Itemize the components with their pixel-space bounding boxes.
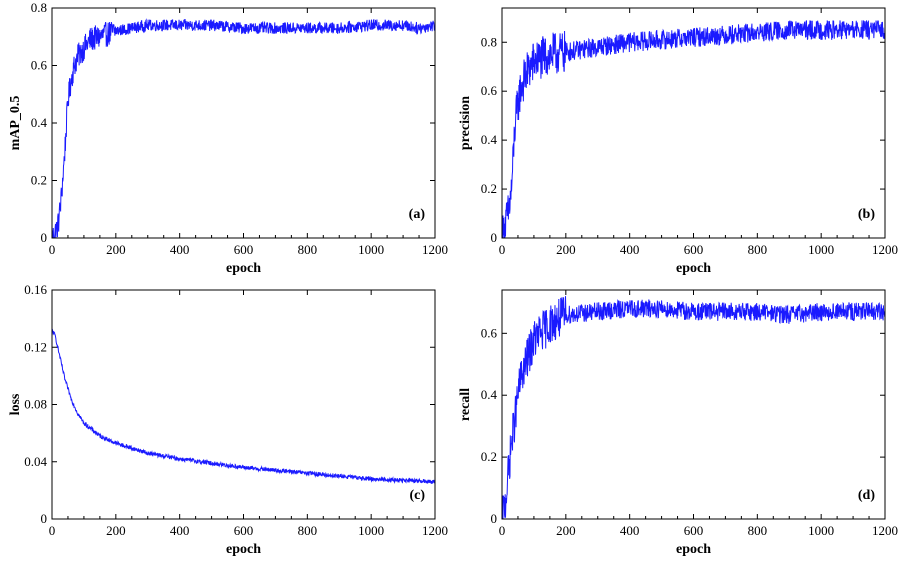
x-tick-label: 200 [106, 242, 126, 257]
y-tick-label: 0.4 [481, 387, 498, 402]
plot-frame [51, 289, 436, 520]
y-axis-label: loss [8, 393, 23, 415]
x-tick-label: 0 [499, 242, 506, 257]
x-tick-label: 600 [684, 523, 704, 538]
x-tick-label: 600 [234, 523, 254, 538]
chart-panel-3: 0 200 400 600 800 1000 1200 0 0.04 0.08 0.12 0.16 ep… [8, 282, 448, 557]
x-tick-label: 800 [298, 242, 318, 257]
y-tick-label: 0.4 [481, 132, 498, 147]
x-tick-label: 400 [170, 242, 190, 257]
chart-panel-2: 0 200 400 600 800 1000 1200 0 0.2 0.4 0.6 0.8 epoch p… [458, 7, 898, 276]
x-tick-label: 400 [170, 523, 190, 538]
x-tick-label: 800 [748, 523, 768, 538]
series-line [51, 328, 436, 484]
y-tick-label: 0.6 [481, 83, 498, 98]
series-line [501, 20, 886, 239]
y-tick-label: 0.12 [24, 339, 47, 354]
y-tick-label: 0 [41, 230, 48, 245]
x-axis-label: epoch [226, 542, 261, 557]
x-tick-label: 0 [49, 242, 56, 257]
y-axis-label: recall [458, 388, 473, 421]
y-tick-label: 0.2 [31, 173, 47, 188]
y-axis-label: mAP_0.5 [8, 96, 23, 151]
x-axis-label: epoch [676, 542, 711, 557]
y-tick-label: 0.08 [24, 397, 47, 412]
y-tick-label: 0.04 [24, 454, 47, 469]
y-tick-label: 0.6 [31, 58, 48, 73]
x-tick-label: 0 [49, 523, 56, 538]
x-tick-label: 1200 [422, 242, 448, 257]
y-tick-label: 0.2 [481, 181, 497, 196]
y-tick-label: 0 [41, 511, 48, 526]
x-tick-label: 1000 [808, 242, 834, 257]
series-line [51, 18, 436, 239]
y-tick-label: 0.2 [481, 449, 497, 464]
panel-label: (a) [409, 207, 426, 222]
panel-label: (c) [409, 488, 425, 503]
x-tick-label: 1200 [422, 523, 448, 538]
x-tick-label: 1000 [808, 523, 834, 538]
y-tick-label: 0.16 [24, 282, 47, 297]
x-tick-label: 200 [556, 523, 576, 538]
x-tick-label: 800 [748, 242, 768, 257]
chart-panel-4: 0 200 400 600 800 1000 1200 0 0.2 0.4 0.6 epoch reca… [458, 289, 898, 557]
x-tick-label: 1000 [358, 523, 384, 538]
chart-panel-1: 0 200 400 600 800 1000 1200 0 0.2 0.4 0.6 0.8 epoch m… [8, 0, 448, 276]
x-tick-label: 400 [620, 523, 640, 538]
x-tick-label: 1200 [872, 523, 898, 538]
x-tick-label: 600 [234, 242, 254, 257]
y-tick-label: 0.6 [481, 325, 498, 340]
x-axis-label: epoch [676, 261, 711, 276]
x-tick-label: 200 [556, 242, 576, 257]
x-tick-label: 600 [684, 242, 704, 257]
y-axis-label: precision [458, 96, 473, 150]
series-line [501, 296, 886, 520]
x-tick-label: 1000 [358, 242, 384, 257]
panel-label: (d) [858, 488, 875, 503]
x-tick-label: 800 [298, 523, 318, 538]
panel-label: (b) [858, 207, 875, 222]
y-tick-label: 0.8 [31, 0, 47, 15]
y-tick-label: 0.8 [481, 34, 497, 49]
y-tick-label: 0.4 [31, 115, 48, 130]
y-tick-label: 0 [491, 511, 498, 526]
x-axis-label: epoch [226, 261, 261, 276]
x-tick-label: 0 [499, 523, 506, 538]
x-tick-label: 200 [106, 523, 126, 538]
y-tick-label: 0 [491, 230, 498, 245]
x-tick-label: 400 [620, 242, 640, 257]
x-tick-label: 1200 [872, 242, 898, 257]
